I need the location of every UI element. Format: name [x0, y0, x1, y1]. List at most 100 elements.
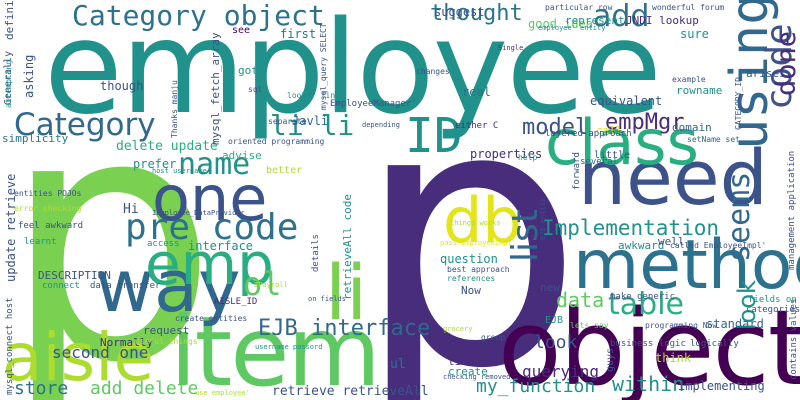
word-description: DESCRIPTION [38, 269, 111, 282]
word-way: way [95, 244, 241, 328]
word-empmgr: empMgr [605, 110, 685, 135]
word-sure: sure [680, 27, 709, 41]
word-defining: defining [3, 0, 16, 40]
word-username-passord: username passord [255, 343, 323, 351]
word-looks-fine: looks' fine [287, 91, 340, 100]
word-contains-values: contains values [789, 298, 799, 380]
word-my-function: my_function [476, 376, 596, 397]
word-guys: guys [605, 347, 616, 372]
word-equivalent: equivalent [590, 94, 663, 108]
word-jndi-lookup: JNDI lookup [626, 14, 699, 27]
word-mysql-connect-host: mysql_connect host [5, 297, 15, 395]
word-add: add [593, 0, 650, 34]
word-changes: changes [416, 67, 450, 76]
word-interface: interface [188, 239, 254, 253]
word-first: first [280, 27, 317, 41]
word-normally: Normally [100, 336, 153, 349]
word-employee: employee [44, 0, 662, 143]
word-name: name [178, 147, 251, 182]
word-make-generic: make generic [610, 292, 676, 302]
word-help: help [518, 153, 538, 162]
word-aisle-id: AISLE_ID [214, 297, 258, 307]
word-new: new [540, 281, 560, 294]
word-management-application: management application [787, 150, 797, 270]
word-got: got [238, 64, 258, 77]
word-class: class [545, 106, 699, 179]
word-category-id: CATEGORY_ID [734, 77, 743, 130]
word-logically: logically [690, 339, 739, 349]
word-create-entities: create entities [175, 314, 248, 323]
word-simplicity: simplicity [2, 132, 69, 145]
word-create: create [448, 365, 488, 378]
word-one: one [152, 162, 268, 235]
word-li-li: li li [270, 109, 355, 142]
word-oriented-programming: oriented programming [228, 137, 325, 146]
word-lets-say: lets say [570, 321, 609, 330]
word-model: model [522, 115, 589, 140]
word-checking-removed: checking removed [443, 373, 511, 381]
word-data: data [556, 288, 605, 312]
word-details: details [311, 234, 321, 272]
word-within: within [612, 372, 685, 396]
word-think: think [655, 351, 692, 365]
word-aisle: aisle [2, 319, 155, 396]
word-things-works: things works [450, 219, 501, 227]
word-properties: properties [470, 147, 543, 161]
word-implementing: implementing [678, 379, 765, 393]
word-categories: categories [746, 305, 800, 315]
word-on-fields: on fields [308, 295, 346, 303]
word-entities-pojos: entities POJOs [14, 189, 82, 198]
word-asking: asking [22, 54, 36, 98]
word-single: Single [498, 44, 524, 52]
word-awkward: awkward [618, 239, 665, 252]
word-example: example [672, 75, 706, 84]
word-forward: forward [572, 152, 582, 190]
word-id: ID [405, 108, 463, 164]
word-standard: standard [706, 317, 764, 331]
word-attempting: attempting [4, 59, 13, 108]
word-add-delete: add delete [90, 378, 199, 399]
word-category-object: Category object [72, 0, 325, 32]
word-iemployee-dataprovider: IEmployee_DataProvider [152, 209, 245, 217]
word-wonderful-forum: wonderful forum [652, 3, 725, 12]
word-ejb-interface: EJB interface [258, 316, 431, 341]
word-emp: emp [145, 230, 274, 298]
word-separate: separate [268, 117, 307, 126]
word-ipayroll: IPayroll [254, 281, 288, 289]
word-best-approach: best approach [447, 265, 510, 274]
word-connect: connect [42, 281, 80, 291]
word-retrieveall-code: retrieveAll code [341, 194, 354, 300]
word-ol: ol [243, 265, 282, 303]
word-delete-update: delete update [116, 139, 218, 154]
word-setname-set: setName set [687, 135, 740, 144]
word-pass-employeeimpl: pass EmployeeImpl' [440, 239, 516, 247]
word-called-employeeimpl: called EmployeeImpl' [670, 241, 767, 250]
word-learnt: learnt [24, 237, 57, 247]
word-business-logic: business logic [610, 339, 686, 349]
word-layered-approach: layered approach [545, 129, 632, 139]
word-either-c: either C [455, 121, 499, 131]
word-mysql-query-select: mysql_query SELECT [319, 23, 328, 110]
word-now: Now [461, 284, 481, 297]
word-ejb: EJB [545, 315, 564, 326]
word-querying: querying [522, 362, 600, 381]
word-question: question [440, 252, 498, 266]
word-fields-on: fields on [748, 295, 797, 305]
word-though: though [100, 79, 144, 93]
word-prefer: prefer [133, 157, 177, 171]
word-advise: advise [222, 149, 262, 162]
word-domain: domain [672, 121, 712, 134]
word-sql: sql [248, 85, 263, 94]
word-request: request [143, 324, 190, 337]
word-db: db [443, 184, 522, 257]
word-use-employee: use employee' [195, 389, 250, 397]
word-better: better [266, 165, 303, 176]
word-programming-now: programming Now [645, 321, 718, 330]
word-ejb-entity: EJB entity [539, 197, 547, 240]
word-suggest: suggest [434, 5, 485, 19]
word-group: group [481, 333, 506, 342]
word-rowname: rowname [676, 84, 723, 97]
word-references: references [447, 274, 496, 283]
word-little: little [594, 150, 631, 161]
